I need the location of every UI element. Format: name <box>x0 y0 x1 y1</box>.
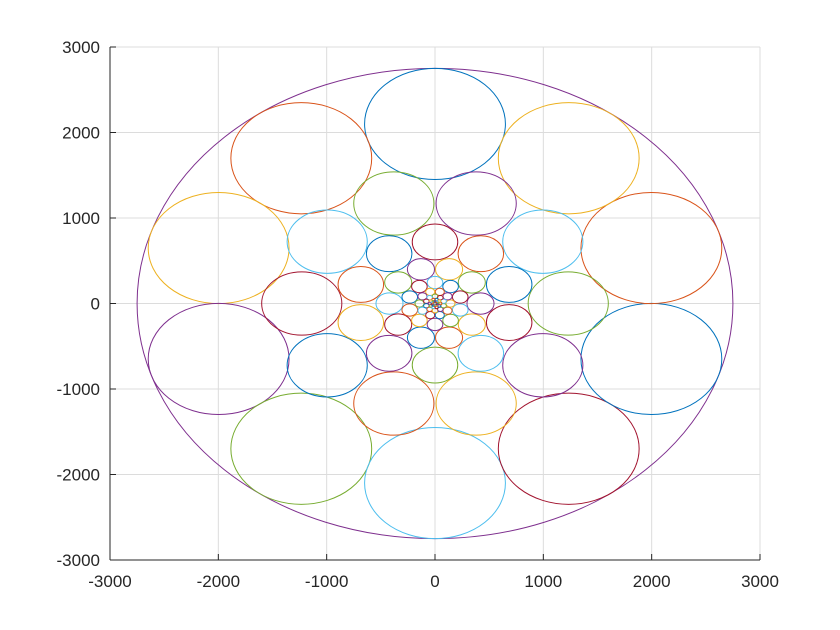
ring-4-circle <box>411 279 428 294</box>
ring-2-circle <box>485 304 533 341</box>
ring-3-circle <box>457 271 486 294</box>
ring-4-circle <box>426 275 444 290</box>
ring-1-circle <box>353 371 435 436</box>
ring-1-circle <box>527 271 609 336</box>
x-tick-label: 2000 <box>633 572 671 591</box>
ring-4-circle <box>442 313 459 328</box>
ring-4-circle <box>442 279 459 294</box>
y-tick-label: -2000 <box>57 466 100 485</box>
y-tick-label: -3000 <box>57 551 100 570</box>
ring-1-circle <box>435 371 517 436</box>
ring-1-circle <box>286 333 368 398</box>
ring-2-circle <box>411 346 459 384</box>
ring-0-circle <box>364 426 506 540</box>
ring-2-circle <box>365 235 413 273</box>
ring-4-circle <box>411 313 428 328</box>
ring-2-circle <box>485 266 533 303</box>
ring-9-circle <box>435 301 438 304</box>
x-tick-label: 0 <box>430 572 439 591</box>
ring-0-circle <box>580 191 723 305</box>
ring-3-circle <box>384 313 413 336</box>
ring-0-circle <box>230 102 373 215</box>
y-tick-label: 0 <box>91 295 100 314</box>
ring-1-circle <box>435 171 517 236</box>
axes <box>109 46 761 561</box>
ring-2-circle <box>457 235 505 273</box>
ring-2-circle <box>457 334 505 372</box>
ring-0-circle <box>230 392 373 505</box>
ring-1-circle <box>353 171 435 236</box>
ring-3-circle <box>375 292 404 315</box>
ring-0-circle <box>497 102 640 215</box>
x-tick-label: -3000 <box>88 572 131 591</box>
ring-0-circle <box>147 302 290 416</box>
y-tick-label: 2000 <box>62 124 100 143</box>
y-tick-labels: -3000 -2000 -1000 0 1000 2000 3000 <box>57 38 100 570</box>
ring-3-circle <box>466 292 495 315</box>
x-tick-label: -1000 <box>305 572 348 591</box>
ring-0-circle <box>364 67 506 181</box>
x-tick-labels: -3000 -2000 -1000 0 1000 2000 3000 <box>88 572 779 591</box>
ring-2-circle <box>411 223 459 261</box>
x-tick-label: 3000 <box>741 572 779 591</box>
ring-1-circle <box>502 333 584 398</box>
ring-3-circle <box>457 313 486 336</box>
ring-1-circle <box>261 271 343 336</box>
x-tick-label: -2000 <box>197 572 240 591</box>
ring-5-circle <box>445 299 456 308</box>
circles-layer <box>136 67 734 540</box>
ring-0-circle <box>497 392 640 505</box>
x-tick-label: 1000 <box>524 572 562 591</box>
y-tick-label: 3000 <box>62 38 100 57</box>
ring-2-circle <box>365 334 413 372</box>
y-tick-label: 1000 <box>62 209 100 228</box>
ring-2-circle <box>337 304 385 341</box>
ring-4-circle <box>426 317 444 332</box>
ring-2-circle <box>337 266 385 303</box>
ring-1-circle <box>502 209 584 274</box>
y-tick-label: -1000 <box>57 380 100 399</box>
ring-1-circle <box>286 209 368 274</box>
ring-3-circle <box>384 271 413 294</box>
ring-5-circle <box>414 299 425 308</box>
